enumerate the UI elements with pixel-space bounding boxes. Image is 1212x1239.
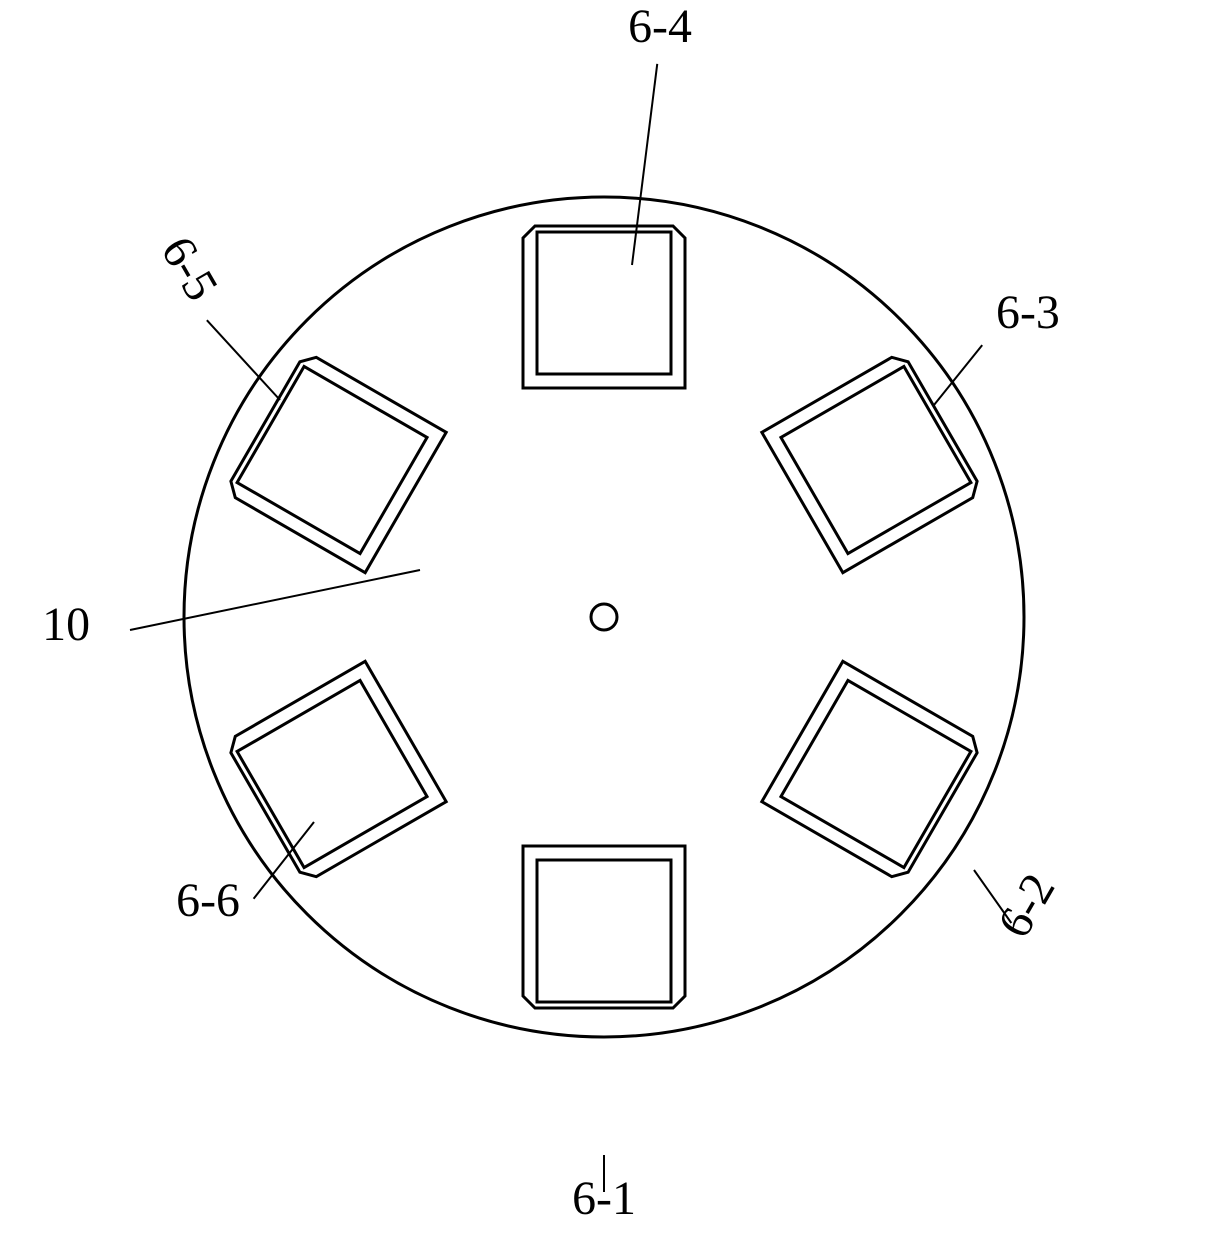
disc-outline <box>184 197 1024 1037</box>
callout-6-2: 6-2 <box>988 865 1066 947</box>
callout-6-4: 6-4 <box>628 0 692 53</box>
slot-6-5 <box>225 351 446 572</box>
leader-6-3 <box>934 345 982 405</box>
leader-6-4 <box>632 64 657 265</box>
callout-6-6: 6-6 <box>176 874 240 927</box>
callout-6-1: 6-1 <box>572 1172 636 1225</box>
slot-6-1 <box>523 846 685 1008</box>
slot-6-4 <box>523 226 685 388</box>
leader-10 <box>130 570 420 630</box>
center-hole <box>591 604 617 630</box>
callout-10: 10 <box>42 598 90 651</box>
callout-6-5: 6-5 <box>151 228 229 310</box>
slot-6-6 <box>225 661 446 882</box>
leader-6-5 <box>207 320 280 400</box>
callout-6-3: 6-3 <box>996 286 1060 339</box>
slot-6-2 <box>762 661 983 882</box>
